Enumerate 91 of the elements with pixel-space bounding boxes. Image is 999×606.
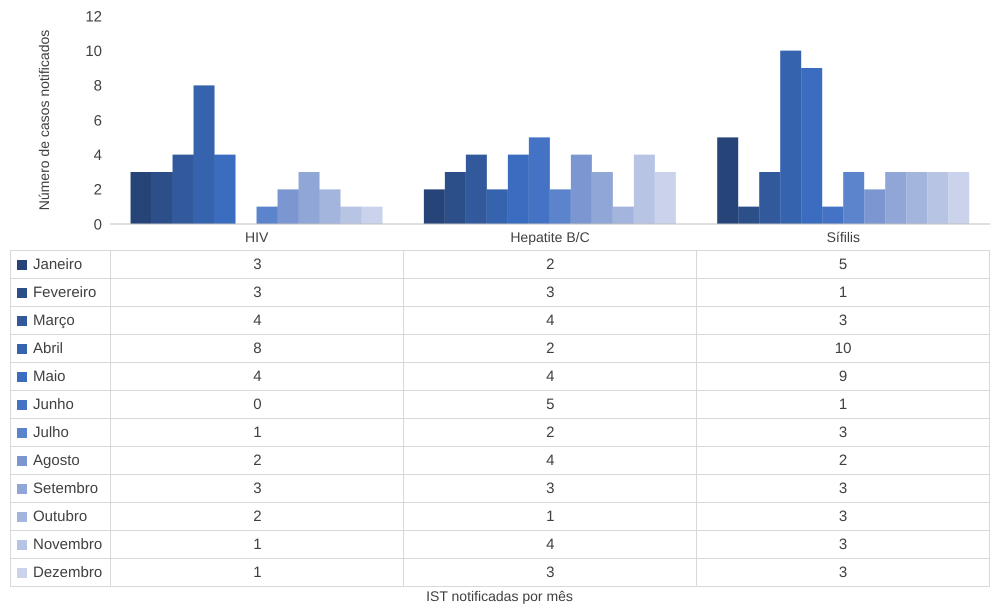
data-label: 3	[110, 279, 404, 306]
bar	[130, 172, 152, 224]
y-tick-label: 4	[94, 146, 102, 164]
y-tick-label: 2	[94, 182, 102, 199]
bar	[278, 189, 299, 224]
data-label: 4	[403, 363, 696, 390]
x-tick-label: Hepatite B/C	[510, 228, 590, 245]
data-label: 2	[696, 447, 990, 474]
bar	[634, 154, 655, 224]
bar	[843, 172, 864, 224]
y-tick-label: 12	[85, 8, 102, 26]
data-label: 3	[696, 503, 990, 530]
data-label: 2	[403, 251, 696, 278]
bar	[444, 172, 466, 224]
bar	[738, 206, 760, 224]
bar	[612, 206, 634, 224]
data-label: 2	[403, 335, 696, 362]
data-label: 5	[403, 391, 696, 418]
data-label: 3	[696, 531, 990, 558]
legend-label: Setembro	[33, 480, 98, 497]
data-label: 0	[110, 391, 404, 418]
bar	[654, 172, 676, 224]
data-label: 1	[110, 531, 404, 558]
bar	[948, 172, 970, 224]
data-label: 1	[110, 419, 404, 446]
bar	[885, 172, 906, 224]
data-label: 3	[110, 251, 404, 278]
data-label: 4	[403, 447, 696, 474]
bar	[717, 137, 738, 224]
data-label: 3	[403, 475, 696, 502]
bar	[194, 85, 215, 224]
data-label: 2	[110, 503, 404, 530]
x-tick-label: HIV	[244, 228, 269, 245]
bar	[864, 189, 886, 224]
bar	[152, 172, 173, 224]
legend-label: Abril	[33, 340, 64, 357]
legend-label: Janeiro	[33, 256, 82, 273]
data-label: 3	[696, 475, 990, 502]
data-label: 1	[403, 503, 696, 530]
data-label: 2	[110, 447, 404, 474]
data-label: 3	[403, 279, 696, 306]
bar	[256, 206, 278, 224]
y-tick-label: 10	[85, 42, 102, 60]
data-label: 2	[403, 419, 696, 446]
data-label: 5	[696, 251, 990, 278]
data-label: 3	[696, 559, 990, 586]
data-label: 1	[696, 391, 990, 418]
x-tick-label: Sífilis	[826, 228, 860, 245]
bar	[172, 154, 194, 224]
y-tick-label: 6	[94, 112, 102, 130]
data-label: 3	[696, 307, 990, 334]
bar	[570, 154, 592, 224]
data-label: 1	[696, 279, 990, 306]
bar	[340, 206, 362, 224]
bar	[592, 172, 613, 224]
y-tick-label: 8	[94, 78, 102, 95]
y-tick-label: 0	[94, 216, 102, 234]
bar	[759, 172, 780, 224]
text: IST notificadas por mês	[425, 588, 574, 604]
y-axis-title: Número de casos notificados	[36, 30, 52, 210]
bar	[298, 172, 320, 224]
bar	[486, 189, 508, 224]
legend-label: Novembro	[33, 536, 102, 553]
bar	[320, 189, 341, 224]
data-label: 10	[696, 335, 990, 362]
bar	[927, 172, 948, 224]
bar	[906, 172, 928, 224]
legend-label: Junho	[33, 396, 74, 413]
data-label: 4	[403, 531, 696, 558]
bar	[424, 189, 445, 224]
bar	[362, 206, 383, 224]
data-label: 9	[696, 363, 990, 390]
data-label: 4	[110, 363, 404, 390]
bar	[466, 154, 487, 224]
legend-label: Março	[33, 312, 75, 329]
data-label: 3	[696, 419, 990, 446]
legend-label: Maio	[33, 368, 66, 385]
bar	[214, 154, 236, 224]
bar	[780, 50, 802, 224]
data-label: 8	[110, 335, 404, 362]
legend-label: Julho	[33, 424, 69, 441]
bar	[550, 189, 571, 224]
data-label: 1	[110, 559, 404, 586]
legend-label: Outubro	[33, 508, 88, 525]
legend-label: Agosto	[33, 452, 80, 469]
data-label: 4	[403, 307, 696, 334]
data-label: 3	[403, 559, 696, 586]
data-label: 3	[110, 475, 404, 502]
legend-label: Dezembro	[33, 564, 102, 581]
data-label: 4	[110, 307, 404, 334]
legend-label: Fevereiro	[33, 284, 96, 301]
